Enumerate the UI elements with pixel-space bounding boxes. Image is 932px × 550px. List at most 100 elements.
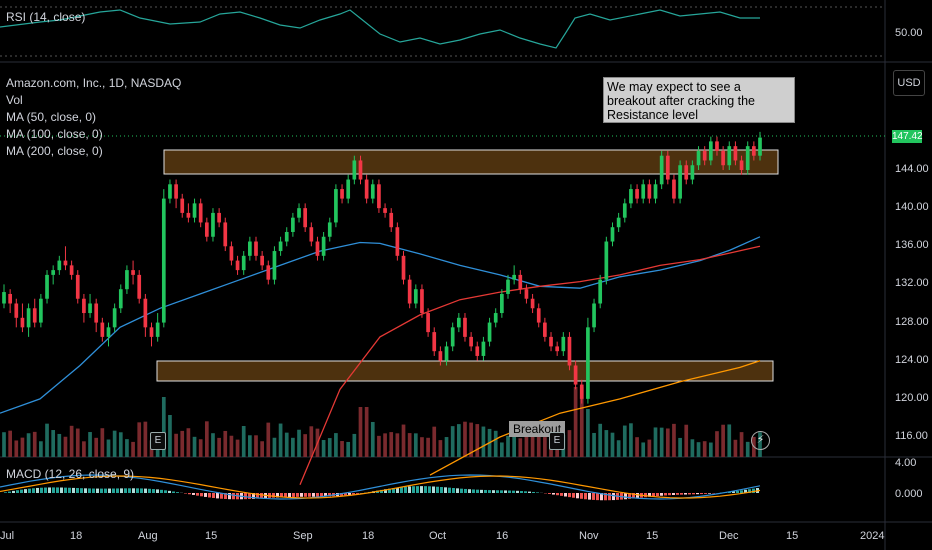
macd-histogram-bar (732, 491, 735, 493)
macd-histogram-bar (532, 491, 535, 493)
candle-body (106, 327, 111, 337)
candle-body (174, 184, 178, 199)
macd-histogram-bar (740, 490, 743, 493)
y-tick-label: 144.00 (895, 163, 929, 175)
earnings-badge[interactable]: E (549, 432, 565, 450)
volume-bar (659, 427, 664, 457)
macd-histogram-bar (408, 486, 411, 493)
macd-histogram-bar (76, 488, 79, 493)
lightning-icon[interactable]: ⚡ (751, 431, 770, 450)
candle-body (334, 189, 338, 223)
candle-body (272, 251, 277, 280)
macd-histogram-bar (512, 490, 515, 493)
candle-body (635, 189, 639, 199)
volume-bar (598, 423, 603, 457)
macd-histogram-bar (660, 493, 663, 496)
x-tick-label: Jul (0, 530, 15, 542)
volume-bar (500, 442, 504, 457)
macd-histogram-bar (460, 488, 463, 493)
candle-body (364, 179, 369, 199)
macd-histogram-bar (48, 487, 51, 493)
candle-body (579, 384, 584, 399)
candles (2, 131, 762, 404)
macd-histogram-bar (112, 488, 115, 493)
candle-body (739, 160, 744, 170)
macd-histogram-bar (320, 493, 323, 497)
y-tick-label: 116.00 (895, 430, 928, 442)
macd-histogram-bar (124, 488, 127, 493)
candle-body (155, 322, 160, 337)
macd-histogram-bar (708, 493, 711, 494)
macd-histogram-bar (420, 486, 423, 493)
macd-histogram-bar (304, 493, 307, 497)
volume-bar (592, 432, 596, 457)
indicator-vol[interactable]: Vol (6, 93, 23, 107)
annotation-callout[interactable]: We may expect to see a breakout after cr… (603, 77, 795, 123)
candle-body (125, 270, 129, 290)
macd-histogram-bar (292, 493, 295, 497)
earnings-badge[interactable]: E (150, 432, 166, 450)
macd-histogram-bar (604, 493, 607, 501)
candle-body (204, 222, 209, 237)
indicator-ma100[interactable]: MA (100, close, 0) (6, 127, 103, 141)
candle-body (745, 146, 750, 170)
macd-histogram-bar (284, 493, 287, 498)
macd-histogram-bar (556, 493, 559, 496)
macd-histogram-bar (600, 493, 603, 501)
candle-body (75, 274, 80, 299)
macd-histogram-bar (356, 493, 359, 494)
volume-bar (297, 429, 301, 457)
macd-histogram-bar (68, 487, 71, 493)
candle-body (198, 203, 203, 223)
macd-histogram-bar (72, 487, 75, 493)
macd-histogram-bar (316, 493, 319, 497)
volume-bar (635, 437, 639, 457)
macd-histogram-bar (488, 490, 491, 493)
macd-histogram-bar (36, 487, 39, 493)
macd-histogram-bar (440, 487, 443, 493)
macd-label: MACD (12, 26, close, 9) (6, 467, 135, 481)
macd-histogram-bar (328, 493, 331, 497)
volume-bar (678, 437, 682, 457)
candle-body (143, 298, 148, 328)
indicator-ma50[interactable]: MA (50, close, 0) (6, 110, 97, 124)
candle-body (180, 198, 185, 213)
candle-body (641, 184, 646, 199)
symbol-title[interactable]: Amazon.com, Inc., 1D, NASDAQ (6, 76, 182, 90)
candle-body (629, 189, 633, 204)
x-tick-label: Sep (293, 530, 313, 542)
indicator-ma200[interactable]: MA (200, close, 0) (6, 144, 103, 158)
volume-bar (413, 433, 418, 457)
volume-bar (610, 432, 615, 457)
macd-histogram-bar (16, 490, 19, 493)
macd-histogram-bar (628, 493, 631, 499)
volume-bar (63, 436, 68, 457)
macd-histogram-bar (656, 493, 659, 497)
x-tick-label: 15 (646, 530, 659, 542)
currency-button[interactable]: USD (893, 70, 925, 96)
macd-histogram-bar (500, 490, 503, 493)
macd-histogram-bar (748, 489, 751, 493)
macd-histogram-bar (476, 489, 479, 493)
macd-histogram-bar (608, 493, 611, 501)
macd-histogram-bar (400, 487, 403, 493)
candle-body (192, 203, 197, 218)
x-tick-label: 2024 (860, 530, 885, 542)
volume-bar (346, 441, 351, 457)
macd-histogram-bar (168, 490, 171, 493)
volume-bar (198, 439, 203, 457)
volume-bar (94, 437, 99, 457)
volume-bar (481, 426, 486, 457)
macd-histogram-bar (648, 493, 651, 497)
macd-histogram-bar (432, 486, 435, 493)
macd-histogram-bar (132, 488, 135, 493)
candle-body (340, 189, 344, 199)
candle-body (555, 346, 560, 352)
volume-bar (340, 441, 344, 457)
candle-body (389, 212, 394, 228)
volume-bar (420, 437, 424, 457)
candle-body (413, 289, 418, 304)
macd-histogram-bar (484, 489, 487, 493)
macd-histogram-bar (52, 487, 55, 493)
price-zones (0, 135, 885, 382)
